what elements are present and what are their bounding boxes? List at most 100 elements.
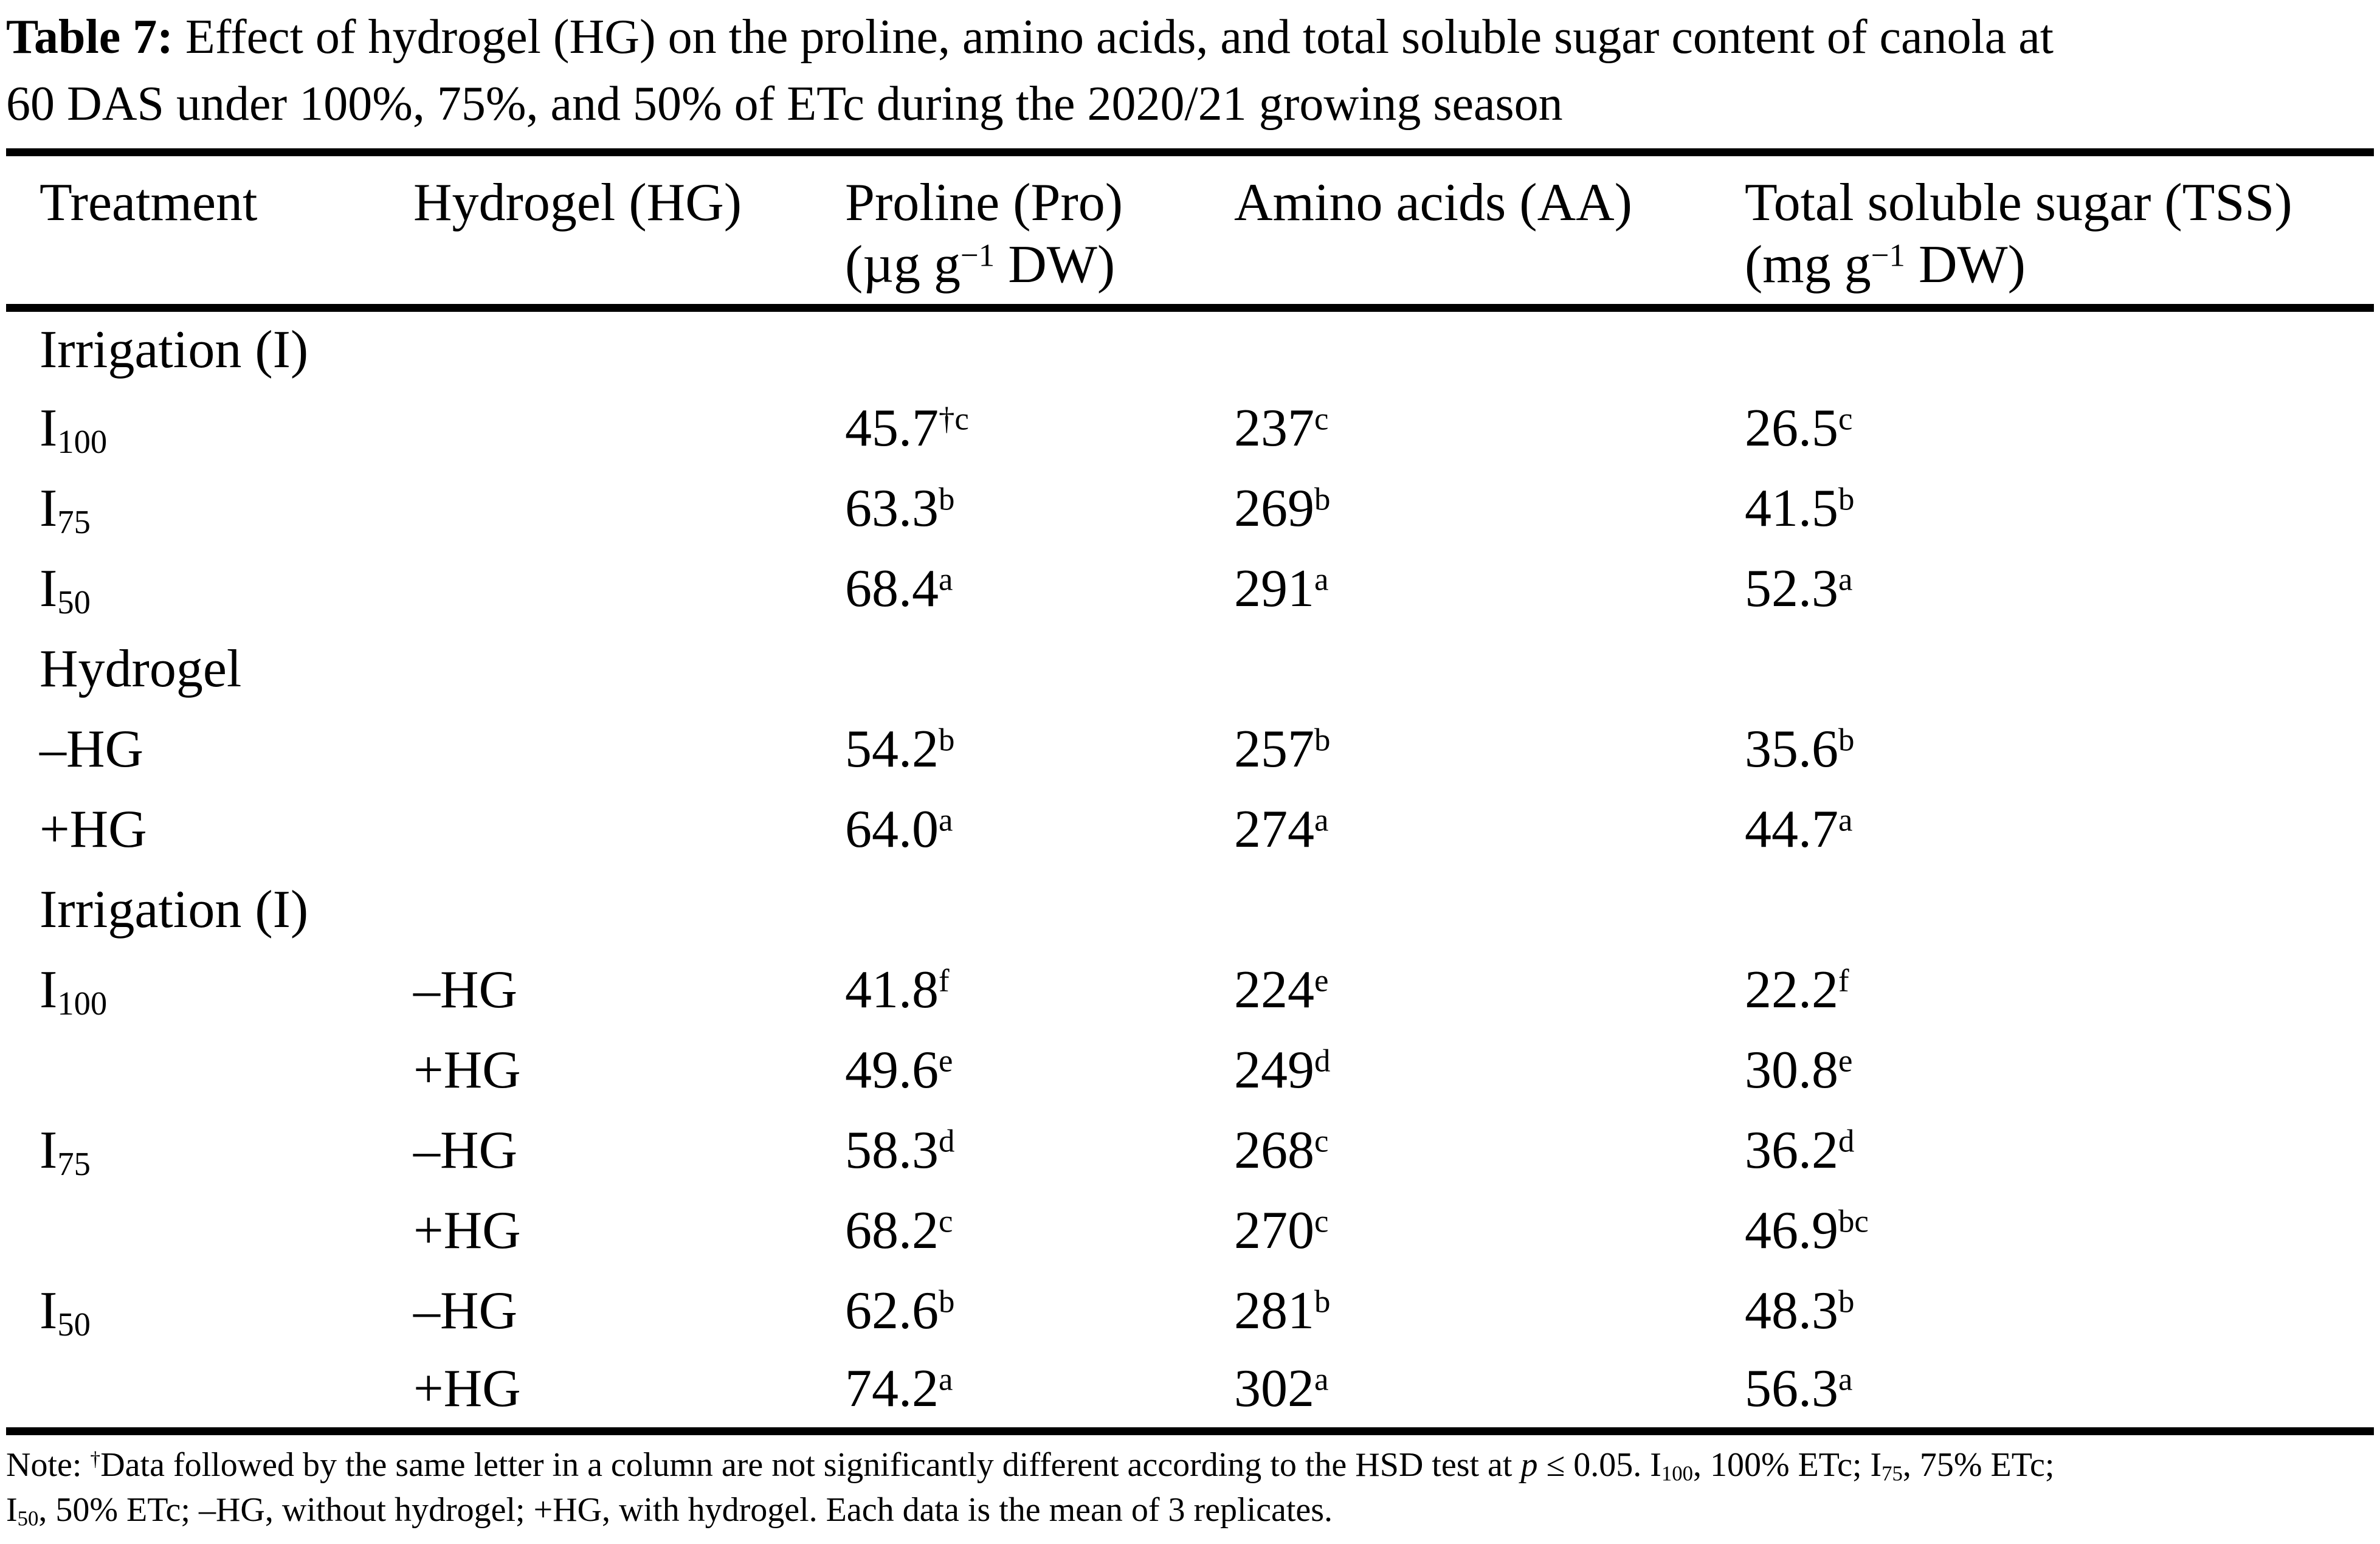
- cell-treatment: I50: [40, 559, 91, 621]
- cell-amino-acids: 257b: [1234, 719, 1331, 779]
- table-row: +HG 64.0a 274a 44.7a: [6, 790, 2374, 870]
- stat-letter: c: [1314, 1123, 1329, 1159]
- subscript: 50: [17, 1506, 39, 1531]
- subscript: 50: [57, 583, 91, 621]
- cell-treatment: I75: [40, 1120, 91, 1182]
- cell-proline: 58.3d: [845, 1120, 955, 1180]
- cell-hydrogel: [413, 709, 845, 790]
- cell-total-soluble-sugar: 35.6b: [1745, 719, 1855, 779]
- cell-amino-acids: 281b: [1234, 1281, 1331, 1340]
- header-amino-acids: Amino acids (AA): [1234, 152, 1745, 312]
- header-tss-unit: (mg g−1 DW): [1745, 235, 2026, 294]
- exponent: −1: [961, 238, 995, 274]
- section-label: Irrigation (I): [40, 880, 309, 939]
- stat-letter: b: [939, 1284, 955, 1320]
- stat-letter: b: [1838, 722, 1855, 758]
- stat-letter: a: [939, 562, 953, 598]
- table-body: Irrigation (I) I100 45.7†c 237c 26.5c I7…: [6, 308, 2374, 1432]
- subscript: 100: [1661, 1461, 1693, 1486]
- header-tss-name: Total soluble sugar (TSS): [1745, 173, 2292, 232]
- cell-proline: 68.4a: [845, 559, 953, 618]
- cell-total-soluble-sugar: 41.5b: [1745, 478, 1855, 538]
- stat-letter: d: [939, 1123, 955, 1159]
- stat-letter: a: [1838, 562, 1853, 598]
- cell-hydrogel: –HG: [413, 960, 518, 1019]
- cell-amino-acids: 249d: [1234, 1040, 1331, 1100]
- stat-letter: a: [1314, 802, 1329, 838]
- cell-hydrogel: +HG: [413, 1359, 521, 1419]
- cell-total-soluble-sugar: 22.2f: [1745, 960, 1849, 1019]
- title-text-1: Effect of hydrogel (HG) on the proline, …: [173, 10, 2054, 64]
- stat-letter: b: [1838, 481, 1855, 517]
- cell-treatment: I75: [40, 478, 91, 540]
- table-row: +HG 49.6e 249d 30.8e: [6, 1030, 2374, 1111]
- cell-treatment: –HG: [40, 719, 144, 779]
- header-proline-name: Proline (Pro): [845, 173, 1123, 232]
- stat-letter: c: [939, 1204, 953, 1239]
- stat-letter: e: [1314, 963, 1329, 999]
- stat-letter: f: [939, 963, 950, 999]
- cell-amino-acids: 302a: [1234, 1359, 1329, 1419]
- section-row: Hydrogel: [6, 629, 2374, 709]
- cell-treatment: I100: [40, 960, 108, 1022]
- stat-letter: c: [1838, 401, 1853, 437]
- subscript: 75: [57, 503, 91, 540]
- cell-amino-acids: 268c: [1234, 1120, 1329, 1180]
- stat-letter: c: [1314, 401, 1329, 437]
- section-label: Irrigation (I): [40, 320, 309, 379]
- cell-proline: 68.2c: [845, 1201, 953, 1260]
- results-table: Treatment Hydrogel (HG) Proline (Pro) (µg…: [6, 148, 2374, 1435]
- stat-letter: b: [939, 481, 955, 517]
- cell-proline: 54.2b: [845, 719, 955, 779]
- table-row: I75 –HG 58.3d 268c 36.2d: [6, 1111, 2374, 1191]
- exponent: −1: [1871, 238, 1905, 274]
- cell-treatment: [6, 1191, 413, 1271]
- stat-letter: e: [1838, 1043, 1853, 1079]
- section-label: Hydrogel: [40, 639, 242, 698]
- cell-amino-acids: 237c: [1234, 398, 1329, 458]
- cell-proline: 74.2a: [845, 1359, 953, 1419]
- cell-total-soluble-sugar: 48.3b: [1745, 1281, 1855, 1340]
- section-row: Irrigation (I): [6, 870, 2374, 950]
- subscript: 50: [57, 1305, 91, 1343]
- subscript: 100: [57, 422, 108, 460]
- cell-total-soluble-sugar: 36.2d: [1745, 1120, 1855, 1180]
- cell-treatment: [6, 1030, 413, 1111]
- cell-total-soluble-sugar: 56.3a: [1745, 1359, 1853, 1419]
- cell-hydrogel: –HG: [413, 1120, 518, 1180]
- stat-letter: c: [1314, 1204, 1329, 1239]
- cell-amino-acids: 291a: [1234, 559, 1329, 618]
- subscript: 75: [57, 1145, 91, 1182]
- header-treatment: Treatment: [6, 152, 413, 312]
- cell-hydrogel: +HG: [413, 1040, 521, 1100]
- cell-proline: 62.6b: [845, 1281, 955, 1340]
- footnote-line-2: I50, 50% ETc; –HG, without hydrogel; +HG…: [6, 1491, 1333, 1531]
- title-line-1: Table 7: Effect of hydrogel (HG) on the …: [6, 4, 2374, 71]
- subscript: 75: [1882, 1461, 1903, 1486]
- header-row: Treatment Hydrogel (HG) Proline (Pro) (µg…: [6, 152, 2374, 312]
- cell-proline: 49.6e: [845, 1040, 953, 1100]
- header-hydrogel: Hydrogel (HG): [413, 152, 845, 312]
- stat-letter: a: [1838, 802, 1853, 838]
- stat-letter: a: [939, 1362, 953, 1398]
- table-row: I50 68.4a 291a 52.3a: [6, 549, 2374, 629]
- stat-letter: b: [1314, 1284, 1331, 1320]
- cell-treatment: I50: [40, 1281, 91, 1343]
- stat-letter: e: [939, 1043, 953, 1079]
- dagger-icon: †: [90, 1448, 101, 1471]
- table-row: I50 –HG 62.6b 281b 48.3b: [6, 1271, 2374, 1351]
- cell-proline: 45.7†c: [845, 398, 969, 458]
- table-footnote: Note: †Data followed by the same letter …: [6, 1435, 2374, 1532]
- table-row: –HG 54.2b 257b 35.6b: [6, 709, 2374, 790]
- cell-amino-acids: 270c: [1234, 1201, 1329, 1260]
- header-proline-unit: (µg g−1 DW): [845, 235, 1116, 294]
- table-row: I100 –HG 41.8f 224e 22.2f: [6, 950, 2374, 1030]
- cell-total-soluble-sugar: 26.5c: [1745, 398, 1853, 458]
- stat-letter: †c: [939, 401, 969, 437]
- section-row: Irrigation (I): [6, 308, 2374, 388]
- stat-letter: d: [1838, 1123, 1855, 1159]
- stat-letter: a: [1838, 1362, 1853, 1398]
- stat-letter: a: [939, 802, 953, 838]
- stat-letter: a: [1314, 1362, 1329, 1398]
